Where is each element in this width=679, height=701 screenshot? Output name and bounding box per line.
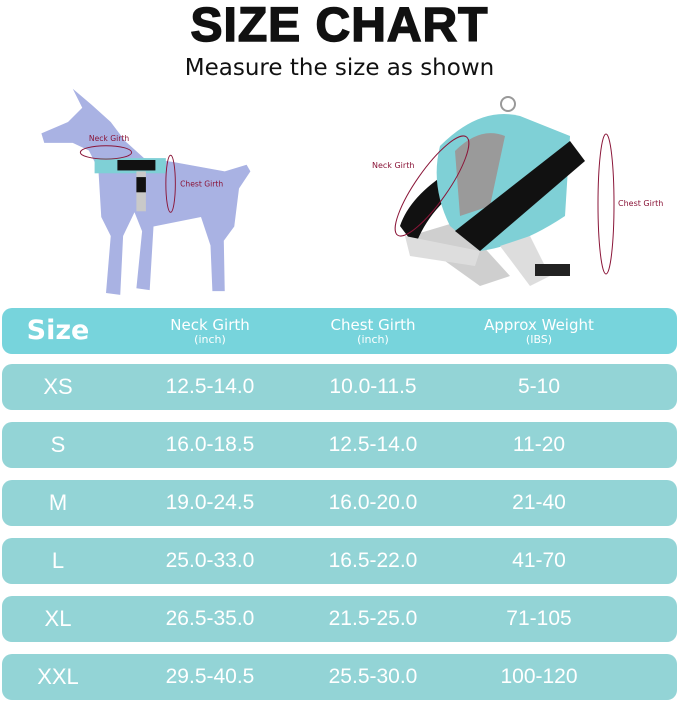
harness-neck-girth-label: Neck Girth <box>372 161 414 170</box>
cell-weight: 41-70 <box>512 538 566 584</box>
page-subtitle: Measure the size as shown <box>184 55 495 81</box>
cell-value: XL <box>44 606 72 631</box>
cell-value: 16.0-20.0 <box>328 491 418 514</box>
dog-chest-girth-label: Chest Girth <box>180 180 223 189</box>
cell-value: 11-20 <box>512 433 566 456</box>
cell-size: XXL <box>37 654 79 700</box>
cell-value: 10.0-11.5 <box>329 375 417 398</box>
cell-value: 5-10 <box>517 375 561 398</box>
cell-value: 100-120 <box>500 665 578 688</box>
header-unit: (inch) <box>194 332 226 346</box>
cell-value: 19.0-24.5 <box>165 491 255 514</box>
cell-neck-girth: 26.5-35.0 <box>166 596 255 642</box>
table-row: M 19.0-24.5 16.0-20.0 21-40 <box>2 480 677 526</box>
cell-value: 41-70 <box>512 549 566 572</box>
header-label: Approx Weight <box>484 315 594 334</box>
cell-value: 16.0-18.5 <box>165 433 255 456</box>
header-label: Neck Girth <box>170 315 250 334</box>
table-header: Size Neck Girth (inch) Chest Girth (inch) … <box>2 308 677 354</box>
cell-value: 12.5-14.0 <box>328 433 418 456</box>
cell-chest-girth: 12.5-14.0 <box>329 422 418 468</box>
header-size: Size <box>27 308 90 354</box>
cell-weight: 71-105 <box>506 596 571 642</box>
page-title: SIZE CHART <box>190 0 489 52</box>
cell-chest-girth: 16.5-22.0 <box>329 538 418 584</box>
cell-chest-girth: 16.0-20.0 <box>329 480 418 526</box>
cell-value: S <box>50 432 66 457</box>
cell-value: 16.5-22.0 <box>328 549 418 572</box>
cell-neck-girth: 12.5-14.0 <box>166 364 255 410</box>
cell-value: L <box>51 548 65 573</box>
cell-value: 21-40 <box>512 491 566 514</box>
table-row: S 16.0-18.5 12.5-14.0 11-20 <box>2 422 677 468</box>
cell-neck-girth: 29.5-40.5 <box>166 654 255 700</box>
cell-weight: 100-120 <box>500 654 577 700</box>
cell-weight: 11-20 <box>513 422 565 468</box>
header-neck-girth: Neck Girth (inch) <box>170 308 250 354</box>
harness-chest-girth-label: Chest Girth <box>618 199 663 208</box>
header-label: Chest Girth <box>330 315 416 334</box>
header-unit: (IBS) <box>525 332 553 346</box>
cell-size: XS <box>43 364 72 410</box>
cell-chest-girth: 21.5-25.0 <box>329 596 418 642</box>
header-unit: (inch) <box>357 332 389 346</box>
cell-chest-girth: 25.5-30.0 <box>329 654 418 700</box>
cell-chest-girth: 10.0-11.5 <box>329 364 416 410</box>
cell-weight: 5-10 <box>518 364 560 410</box>
table-row: XS 12.5-14.0 10.0-11.5 5-10 <box>2 364 677 410</box>
harness-illustration: Neck Girth Chest Girth <box>372 96 663 286</box>
cell-neck-girth: 25.0-33.0 <box>166 538 255 584</box>
cell-value: 12.5-14.0 <box>165 375 255 398</box>
chest-girth-marker <box>165 154 176 213</box>
cell-value: 21.5-25.0 <box>328 607 418 630</box>
cell-value: 26.5-35.0 <box>165 607 255 630</box>
cell-value: 29.5-40.5 <box>165 665 255 688</box>
cell-size: XL <box>45 596 72 642</box>
dog-illustration: Neck Girth Chest Girth <box>41 88 251 295</box>
table-row: XL 26.5-35.0 21.5-25.0 71-105 <box>2 596 677 642</box>
cell-neck-girth: 19.0-24.5 <box>166 480 255 526</box>
harness-chest-girth-marker <box>597 133 615 275</box>
harness-neck-girth-marker <box>394 135 470 237</box>
cell-size: L <box>52 538 64 584</box>
cell-weight: 21-40 <box>512 480 566 526</box>
header-approx-weight: Approx Weight (IBS) <box>484 308 594 354</box>
cell-size: M <box>49 480 67 526</box>
cell-value: 25.0-33.0 <box>165 549 255 572</box>
cell-size: S <box>51 422 66 468</box>
dog-neck-girth-label: Neck Girth <box>89 134 129 143</box>
header-label: Size <box>26 315 90 346</box>
cell-value: 25.5-30.0 <box>328 665 418 688</box>
cell-value: XXL <box>37 664 79 689</box>
cell-neck-girth: 16.0-18.5 <box>166 422 255 468</box>
cell-value: XS <box>43 374 73 399</box>
cell-value: 71-105 <box>506 607 572 630</box>
table-row: L 25.0-33.0 16.5-22.0 41-70 <box>2 538 677 584</box>
cell-value: M <box>48 490 68 515</box>
table-row: XXL 29.5-40.5 25.5-30.0 100-120 <box>2 654 677 700</box>
header-chest-girth: Chest Girth (inch) <box>330 308 415 354</box>
neck-girth-marker <box>79 145 133 160</box>
